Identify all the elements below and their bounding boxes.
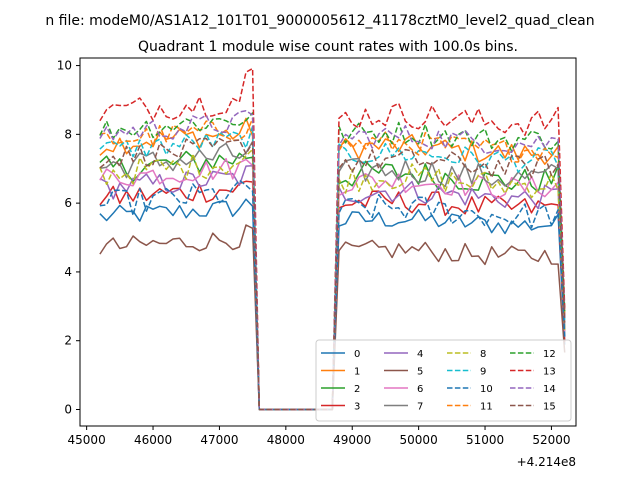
series-line-9 (99, 125, 566, 411)
figure-suptitle: n file: modeM0/AS1A12_101T01_9000005612_… (45, 13, 594, 29)
x-tick-label: 49000 (333, 433, 371, 447)
legend-label: 10 (480, 384, 493, 395)
legend-label: 4 (417, 349, 423, 360)
y-tick-label: 10 (57, 59, 72, 73)
y-tick-label: 0 (64, 402, 72, 416)
y-tick-label: 2 (64, 334, 72, 348)
x-tick-label: 50000 (400, 433, 438, 447)
legend-label: 12 (543, 349, 556, 360)
legend-label: 14 (543, 384, 556, 395)
legend-label: 3 (354, 402, 360, 413)
x-tick-label: 45000 (68, 433, 106, 447)
axes-frame (79, 57, 577, 427)
y-axis-ticks: 0 2 4 6 8 10 (57, 59, 80, 416)
legend-label: 15 (543, 402, 556, 413)
series-line-10 (99, 179, 566, 411)
x-tick-label: 46000 (134, 433, 172, 447)
x-axis-ticks: 45000 46000 47000 48000 49000 50000 51000 52000 (68, 426, 571, 447)
y-tick-label: 6 (64, 196, 72, 210)
legend-label: 0 (354, 349, 360, 360)
legend-label: 8 (480, 349, 486, 360)
chart-title: Quadrant 1 module wise count rates with … (138, 39, 518, 55)
legend-label: 7 (417, 402, 423, 413)
legend-label: 13 (543, 367, 556, 378)
x-axis-offset-text: +4.214e8 (517, 455, 576, 469)
x-tick-label: 47000 (200, 433, 238, 447)
y-tick-label: 4 (64, 265, 72, 279)
legend-label: 6 (417, 384, 423, 395)
legend-label: 5 (417, 367, 423, 378)
y-tick-label: 8 (64, 127, 72, 141)
legend-label: 1 (354, 367, 360, 378)
x-tick-label: 51000 (466, 433, 504, 447)
x-tick-label: 52000 (532, 433, 570, 447)
legend-label: 11 (480, 402, 493, 413)
legend-label: 2 (354, 384, 360, 395)
x-tick-label: 48000 (267, 433, 305, 447)
legend-label: 9 (480, 367, 486, 378)
legend-box (315, 339, 572, 422)
